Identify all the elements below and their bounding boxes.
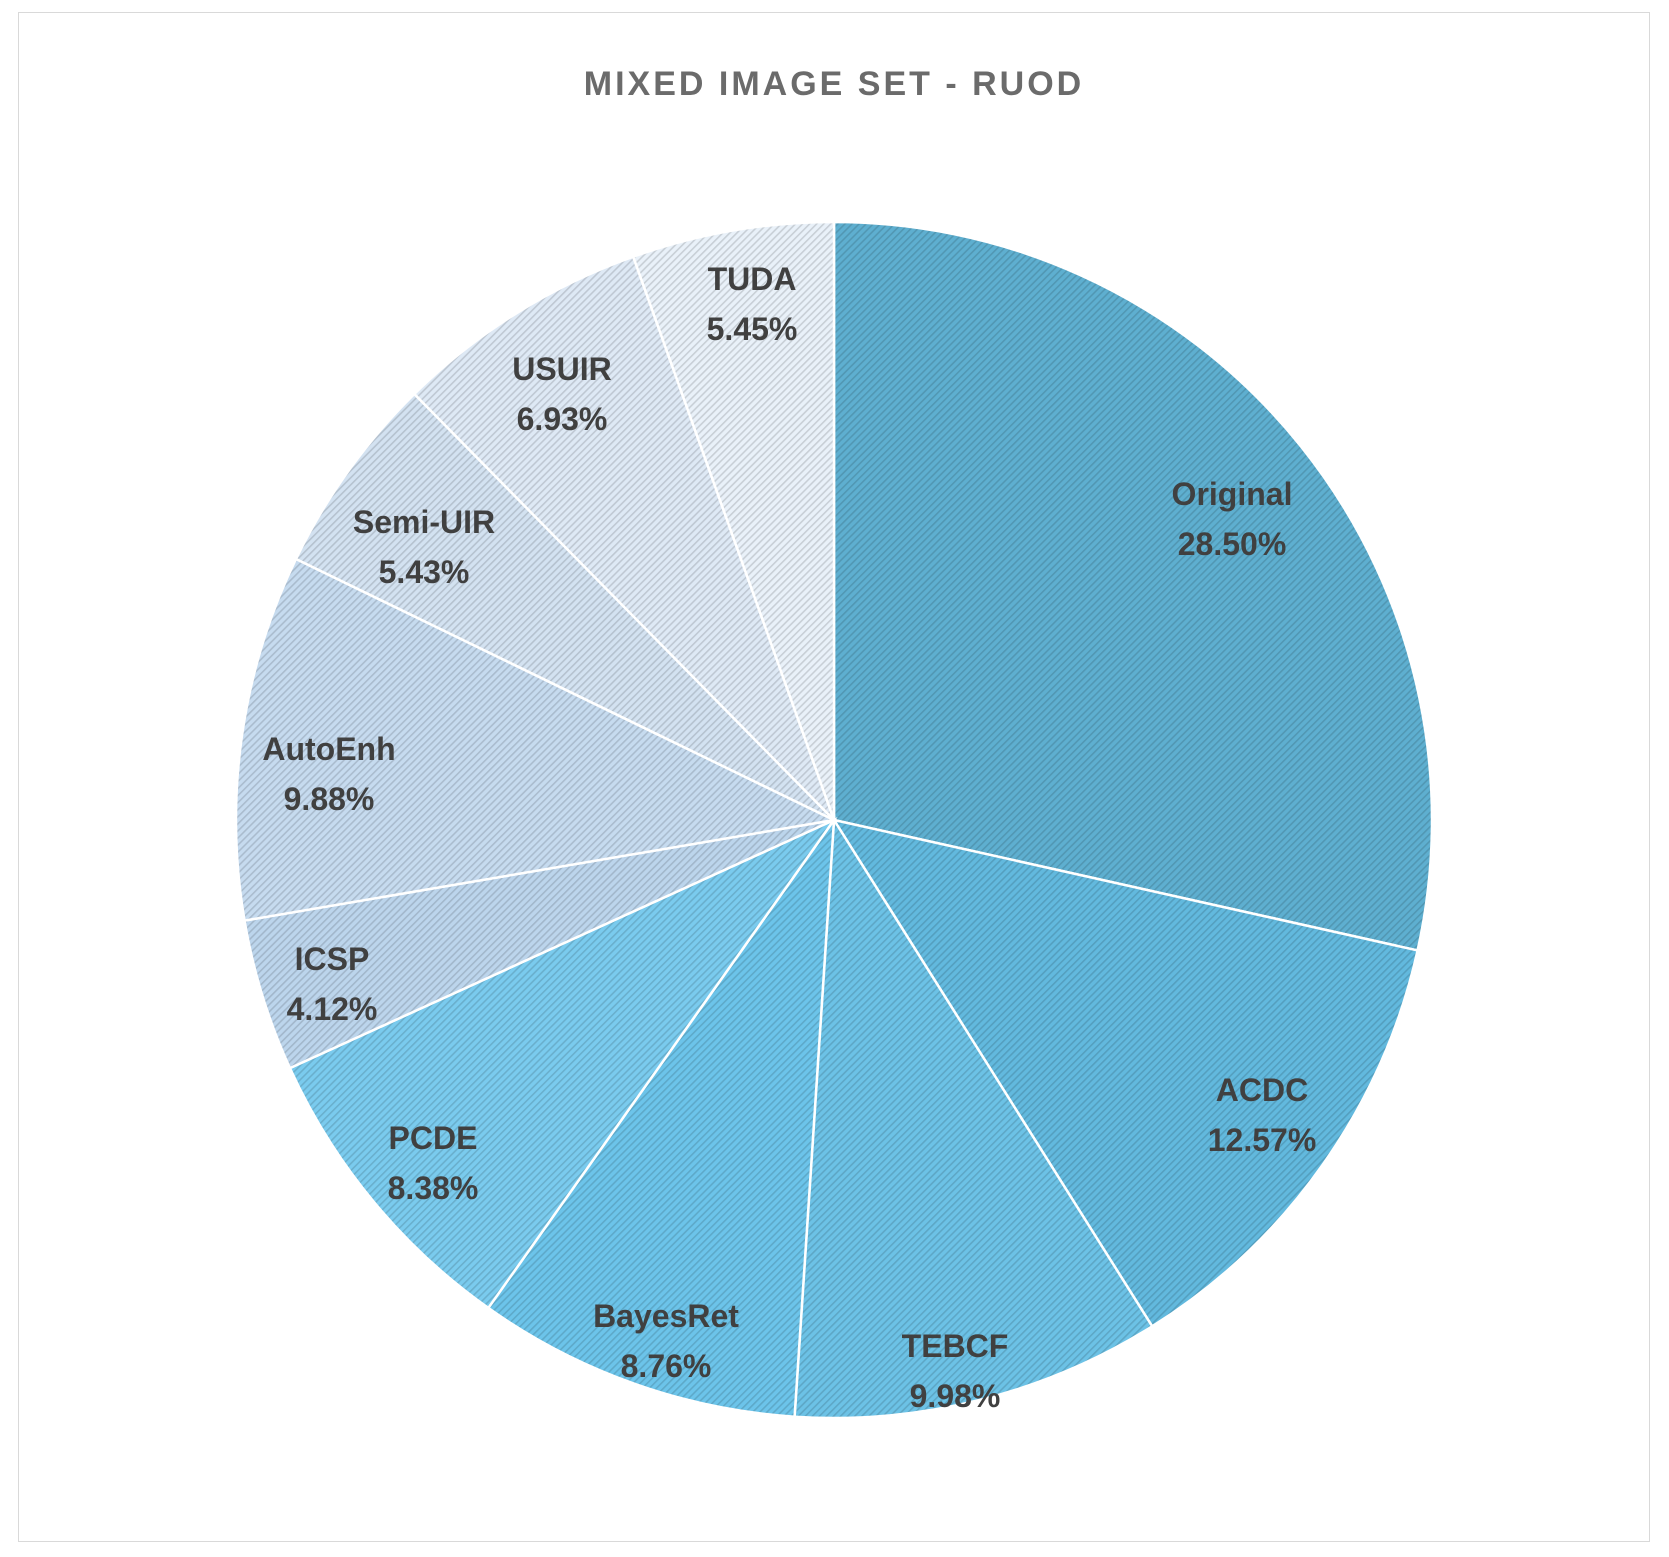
slice-label-name: Original	[1172, 476, 1293, 512]
pie-labels: Original 28.50% ACDC 12.57% TEBCF 9.98% BayesR…	[262, 261, 1316, 1414]
slice-label-name: Semi-UIR	[353, 504, 495, 540]
slice-label-value: 12.57%	[1208, 1122, 1317, 1158]
slice-label-name: BayesRet	[593, 1298, 739, 1334]
slice-label-value: 28.50%	[1178, 526, 1287, 562]
pie-slice-tuda	[631, 220, 836, 821]
slice-label-name: ACDC	[1216, 1072, 1308, 1108]
slice-label-name: AutoEnh	[262, 731, 395, 767]
slice-label-name: TEBCF	[902, 1328, 1009, 1364]
slice-label-value: 9.98%	[910, 1378, 1001, 1414]
slice-label-value: 5.45%	[707, 311, 798, 347]
slice-label-value: 5.43%	[379, 554, 470, 590]
pie-slice-acdc	[831, 818, 1420, 1329]
pie-slice-usuir	[412, 255, 836, 821]
slice-label-name: PCDE	[389, 1120, 478, 1156]
slice-label-name: ICSP	[295, 941, 370, 977]
pie-slices	[234, 220, 1434, 1420]
slice-label-value: 8.38%	[388, 1170, 479, 1206]
pie-slice-original	[832, 220, 1434, 952]
pie-slice-semi-uir	[294, 392, 835, 822]
chart-title: MIXED IMAGE SET - RUOD	[583, 65, 1085, 103]
slice-label-value: 6.93%	[517, 401, 608, 437]
pie-slice-bayesret	[486, 815, 836, 1419]
slice-label-name: TUDA	[708, 261, 797, 297]
pie-slice-tebcf	[793, 816, 1154, 1420]
slice-label-value: 4.12%	[287, 991, 378, 1027]
pie-slice-autoenh	[234, 557, 839, 923]
slice-label-name: USUIR	[512, 351, 612, 387]
slice-label-value: 8.76%	[621, 1348, 712, 1384]
slice-label-value: 9.88%	[284, 781, 375, 817]
pie-slice-pcde	[288, 816, 838, 1310]
